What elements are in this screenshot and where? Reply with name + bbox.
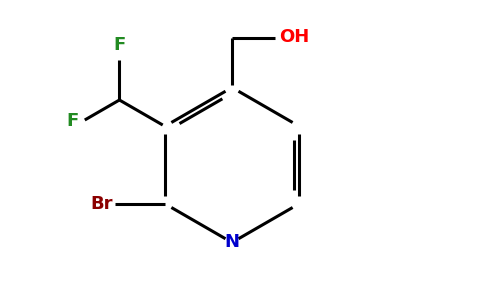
Text: OH: OH: [279, 28, 310, 46]
Text: N: N: [225, 233, 240, 251]
Text: F: F: [66, 112, 78, 130]
Text: Br: Br: [90, 195, 112, 213]
Text: F: F: [113, 35, 125, 53]
